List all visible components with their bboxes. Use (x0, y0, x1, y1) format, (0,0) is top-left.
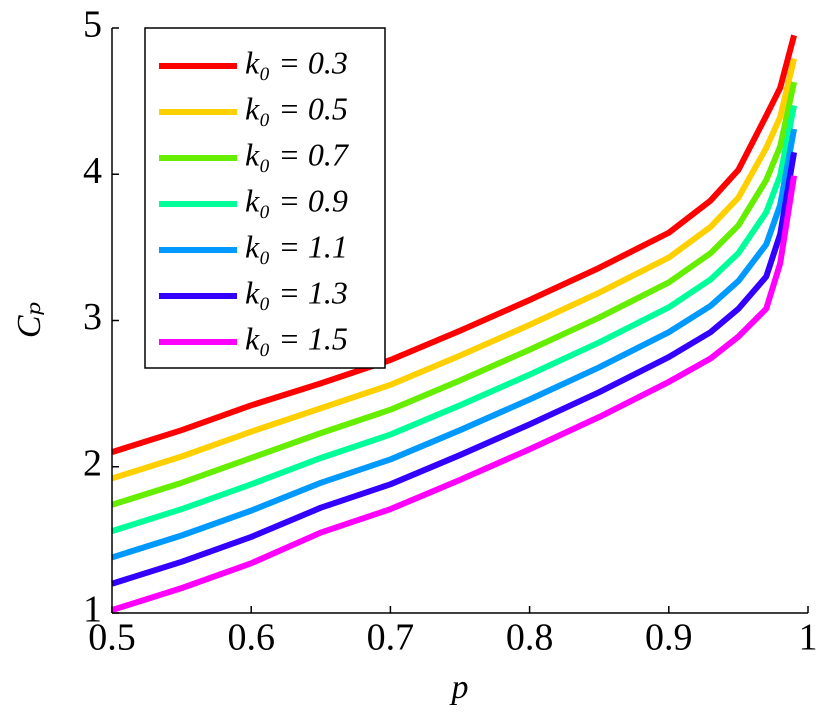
x-tick-label: 0.6 (227, 617, 275, 659)
y-tick-label: 5 (83, 4, 102, 46)
line (111, 104, 798, 534)
y-tick-label: 3 (83, 296, 102, 338)
y-tick-label: 2 (83, 442, 102, 484)
line (111, 81, 798, 508)
legend-label: k₀ = 0.5 (245, 90, 348, 126)
y-tick-label: 4 (83, 150, 102, 192)
line (111, 175, 798, 613)
legend: k₀ = 0.3 k₀ = 0.5 k₀ = 0.7 k₀ = 0.9 k₀ = 1.1… (144, 27, 386, 369)
y-tick-label: 1 (83, 589, 102, 631)
x-tick-label: 0.8 (506, 617, 554, 659)
legend-label: k₀ = 0.7 (245, 136, 350, 172)
legend-label: k₀ = 0.9 (245, 182, 348, 218)
x-tick-label: 0.7 (367, 617, 415, 659)
legend-label: k₀ = 1.1 (245, 228, 348, 264)
x-tick-label: 0.9 (645, 617, 693, 659)
x-tick-label: 0.5 (88, 617, 136, 659)
legend-label: k₀ = 1.5 (245, 320, 348, 356)
line (111, 128, 798, 561)
legend-box (144, 27, 386, 369)
line (111, 151, 798, 587)
legend-label: k₀ = 1.3 (245, 274, 348, 310)
line (111, 58, 797, 482)
line (111, 34, 797, 455)
legend-label: k₀ = 0.3 (245, 44, 348, 80)
x-tick-label: 1 (799, 617, 818, 659)
x-axis-label: p (450, 669, 469, 706)
y-axis-label: Cₚ (11, 302, 48, 338)
